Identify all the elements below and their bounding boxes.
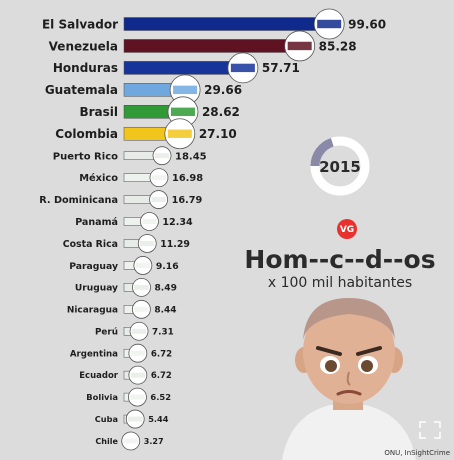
cartoon-right-pupil <box>361 360 373 372</box>
chart-subtitle: x 100 mil habitantes <box>268 275 412 291</box>
flag-band-15 <box>130 350 146 356</box>
value-label-10: 11.29 <box>160 239 190 250</box>
value-label-18: 5.44 <box>148 414 169 424</box>
country-label-11: Paraguay <box>69 261 118 272</box>
chart-title: Hom--c--d--os <box>244 245 435 274</box>
value-label-8: 16.79 <box>172 195 203 206</box>
value-label-2: 57.71 <box>262 61 300 75</box>
flag-band-16 <box>130 372 146 378</box>
cartoon-right-brow <box>356 346 382 356</box>
cartoon-nose <box>346 371 351 386</box>
brand-logo-circle <box>337 219 357 239</box>
flag-band-8 <box>151 197 166 203</box>
cartoon-mouth <box>336 390 362 396</box>
fullscreen-icon[interactable] <box>419 421 441 439</box>
flag-band-4 <box>170 107 195 116</box>
country-label-18: Cuba <box>95 414 118 424</box>
country-label-0: El Salvador <box>42 17 118 31</box>
cartoon-shirt <box>282 405 416 460</box>
year-indicator: 2015 <box>310 136 370 196</box>
cartoon-left-brow <box>316 346 342 356</box>
brand-logo: VG <box>337 219 357 239</box>
value-label-7: 16.98 <box>172 173 203 184</box>
value-label-14: 7.31 <box>152 327 174 337</box>
country-label-16: Ecuador <box>79 371 119 381</box>
country-label-19: Chile <box>95 437 118 446</box>
country-label-3: Guatemala <box>45 83 118 97</box>
country-label-17: Bolivia <box>86 392 118 402</box>
value-label-0: 99.60 <box>348 17 386 31</box>
value-label-13: 8.44 <box>154 306 176 316</box>
flag-band-9 <box>142 219 157 225</box>
value-label-17: 6.52 <box>150 392 171 402</box>
value-label-1: 85.28 <box>319 39 357 53</box>
cartoon-head <box>303 300 395 404</box>
flag-band-2 <box>230 63 255 73</box>
country-label-8: R. Dominicana <box>39 195 118 206</box>
year-label: 2015 <box>319 158 361 176</box>
flag-band-5 <box>167 129 192 138</box>
country-label-13: Nicaragua <box>67 306 118 316</box>
country-label-9: Panamá <box>75 217 118 228</box>
country-label-10: Costa Rica <box>63 239 118 250</box>
cartoon-illustration <box>282 298 416 460</box>
value-label-11: 9.16 <box>156 261 179 272</box>
value-label-19: 3.27 <box>144 437 164 446</box>
bar-0 <box>123 17 330 31</box>
value-label-4: 28.62 <box>202 105 240 119</box>
flag-band-0 <box>317 19 342 29</box>
country-label-4: Brasil <box>79 105 118 119</box>
flag-band-3 <box>173 85 198 95</box>
flag-band-19 <box>123 438 138 444</box>
value-label-12: 8.49 <box>154 284 176 294</box>
country-label-15: Argentina <box>70 349 118 359</box>
source-note: ONU, InSightCrime <box>384 449 450 457</box>
flag-band-11 <box>135 262 151 268</box>
country-label-7: México <box>79 172 118 184</box>
flag-band-17 <box>130 394 145 400</box>
cartoon-hair <box>303 298 395 340</box>
flag-band-14 <box>131 328 147 334</box>
flag-band-18 <box>128 416 143 422</box>
flag-band-10 <box>140 240 155 246</box>
flag-band-13 <box>134 306 149 312</box>
country-label-2: Honduras <box>53 61 118 75</box>
flag-band-7 <box>151 175 167 181</box>
country-label-14: Perú <box>95 327 118 337</box>
bar-1 <box>123 39 300 53</box>
flag-band-6 <box>154 153 170 159</box>
value-label-3: 29.66 <box>204 83 242 97</box>
value-label-9: 12.34 <box>162 217 193 228</box>
cartoon-left-pupil <box>325 360 337 372</box>
value-label-6: 18.45 <box>175 151 207 162</box>
flag-band-12 <box>134 284 149 290</box>
country-label-1: Venezuela <box>49 39 118 53</box>
country-label-12: Uruguay <box>75 284 118 294</box>
value-label-5: 27.10 <box>199 127 237 141</box>
brand-logo-text: VG <box>340 225 354 235</box>
value-label-15: 6.72 <box>151 349 172 359</box>
bars-layer: El Salvador 99.60 Venezuela 85.28 Honduras 57… <box>39 8 386 451</box>
flag-band-1 <box>287 41 312 51</box>
year-ring-progress <box>310 137 334 167</box>
value-label-16: 6.72 <box>151 371 172 381</box>
country-label-5: Colombia <box>55 127 118 141</box>
bar-2 <box>123 61 244 75</box>
country-label-6: Puerto Rico <box>53 151 118 162</box>
